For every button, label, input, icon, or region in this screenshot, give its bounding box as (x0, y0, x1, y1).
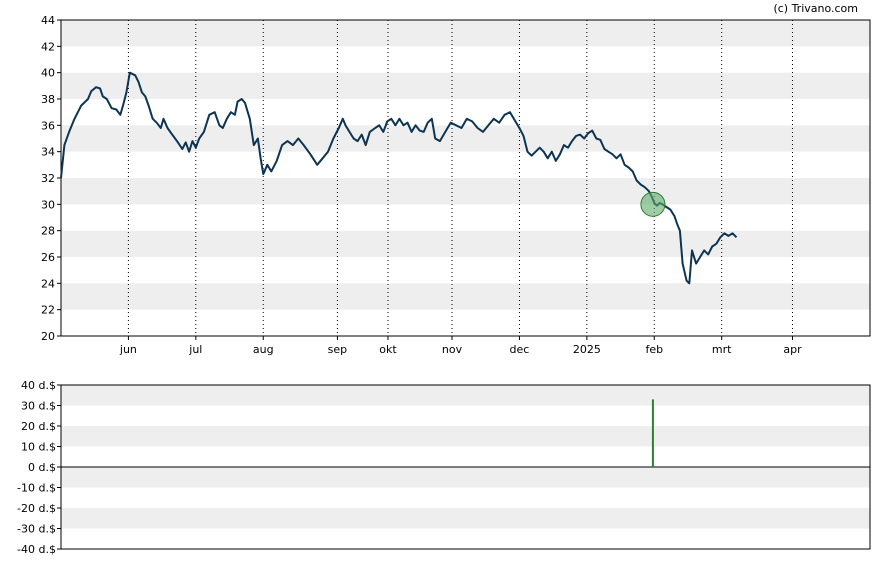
x-tick-label: nov (442, 343, 463, 356)
y-tick-label: 30 (41, 198, 55, 211)
plot-frame (60, 384, 871, 550)
x-tick-label: okt (379, 343, 397, 356)
y-tick-label: 34 (41, 146, 55, 159)
x-tick-label: sep (328, 343, 347, 356)
y-tick-label: 22 (41, 304, 55, 317)
y-tick-label: 36 (41, 119, 55, 132)
grid-band (61, 508, 870, 529)
grid-band (61, 467, 870, 488)
price-chart: jun jul aug sep okt nov dec 2025 feb mrt apr 20 22 24… (41, 14, 871, 356)
y-tick-label: 20 (41, 330, 55, 343)
event-marker (640, 191, 666, 217)
y-tick-label: -10 d.$ (17, 482, 56, 495)
y-tick-label: 20 d.$ (21, 420, 56, 433)
y-tick-label: 24 (41, 277, 55, 290)
volume-chart: -40 d.$ -30 d.$ -20 d.$ -10 d.$ 0 d.$ 10 d.$ 2… (17, 379, 871, 556)
x-tick-label: jun (119, 343, 137, 356)
y-tick-label: 26 (41, 251, 55, 264)
y-tick-label: 0 d.$ (28, 461, 56, 474)
x-tick-label: jul (188, 343, 202, 356)
y-tick-label: -30 d.$ (17, 523, 56, 536)
y-tick-label: 40 d.$ (21, 379, 56, 392)
grid-band (61, 178, 870, 205)
x-tick-label: dec (510, 343, 530, 356)
grid-band (61, 426, 870, 447)
y-tick-label: 38 (41, 93, 55, 106)
y-tick-label: 10 d.$ (21, 441, 56, 454)
y-tick-label: 44 (41, 14, 55, 27)
grid-band (61, 72, 870, 99)
price-series-line (60, 71, 738, 285)
x-tick-label: apr (783, 343, 802, 356)
y-tick-label: -40 d.$ (17, 543, 56, 556)
y-tick-label: 28 (41, 225, 55, 238)
x-tick-label: 2025 (573, 343, 601, 356)
grid-band (61, 283, 870, 310)
y-tick-label: 40 (41, 67, 55, 80)
y-tick-label: 42 (41, 40, 55, 53)
credit-text: (c) Trivano.com (773, 2, 858, 15)
grid-band (61, 230, 870, 257)
grid-band (61, 20, 870, 47)
y-tick-label: 32 (41, 172, 55, 185)
y-tick-label: -20 d.$ (17, 502, 56, 515)
grid-band (61, 385, 870, 406)
y-tick-label: 30 d.$ (21, 400, 56, 413)
x-tick-label: mrt (712, 343, 732, 356)
x-tick-label: feb (645, 343, 663, 356)
x-tick-label: aug (253, 343, 274, 356)
